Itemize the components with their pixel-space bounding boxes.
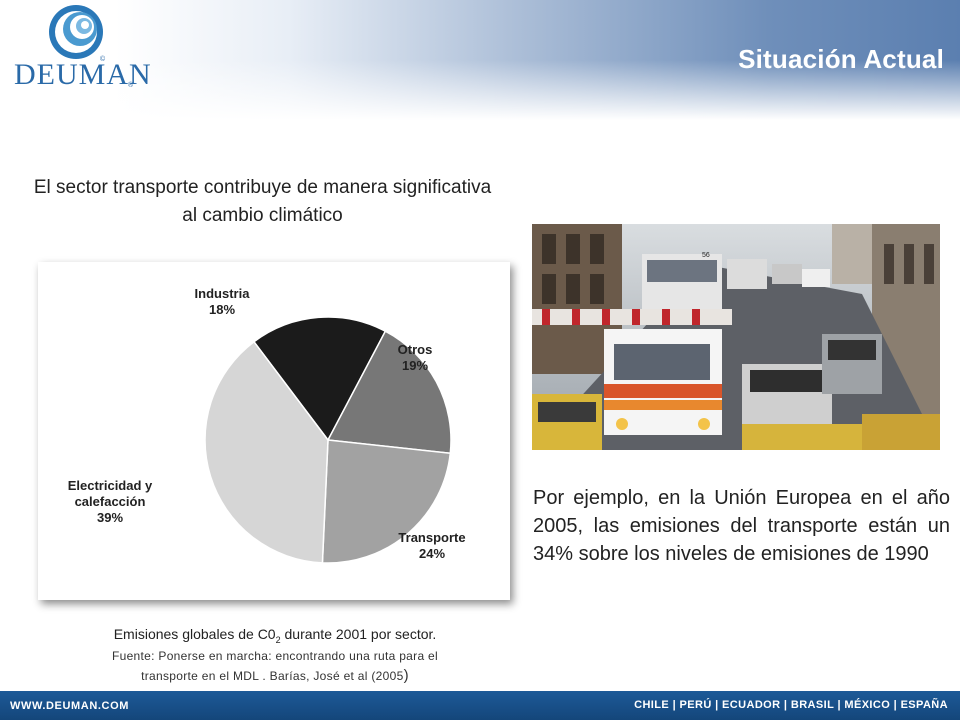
footer-bar: WWW.DEUMAN.COM CHILE | PERÚ | ECUADOR | …: [0, 691, 960, 720]
source-line-1: Fuente: Ponerse en marcha: encontrando u…: [111, 649, 439, 663]
deuman-logo: [10, 2, 150, 102]
chart-source: Fuente: Ponerse en marcha: encontrando u…: [40, 646, 510, 686]
footer-website-link[interactable]: WWW.DEUMAN.COM: [10, 700, 129, 712]
logo-swirl-icon: [49, 5, 103, 59]
source-closing-paren: ): [403, 667, 409, 684]
logo-wordmark: DEUMAN: [14, 58, 152, 91]
chart-subtitle: El sector transporte contribuye de maner…: [33, 177, 492, 226]
pie-value-electricidad: 39%: [97, 510, 123, 525]
pie-label-otros: Otros: [398, 342, 433, 357]
chart-caption: Emisiones globales de C02 durante 2001 p…: [40, 626, 510, 648]
logo-registered-mark: ®: [128, 82, 134, 89]
pie-slice-transporte: [321, 439, 452, 564]
caption-subscript: 2: [275, 634, 281, 645]
logo-copyright-mark: ©: [100, 56, 106, 63]
traffic-photo: 56: [532, 224, 940, 450]
pie-label-transporte: Transporte: [398, 530, 465, 545]
bus-number: 56: [702, 252, 710, 259]
pie-slice-industria: [252, 316, 387, 442]
traffic-jam-image: 56: [532, 224, 940, 450]
pie-slice-electricidad: [204, 340, 329, 564]
pie-label-electricidad: calefacción: [75, 494, 146, 509]
pie-label-electricidad: Electricidad y: [68, 478, 153, 493]
caption-text-end: durante 2001 por sector.: [280, 626, 437, 642]
pie-value-industria: 18%: [209, 302, 235, 317]
page-title: Situación Actual: [738, 44, 944, 74]
source-line-2-text: transporte en el MDL . Barías, José et a…: [141, 669, 404, 683]
pie-value-otros: 19%: [402, 358, 428, 373]
header-band: [0, 0, 960, 120]
pie-value-transporte: 24%: [419, 546, 445, 561]
pie-chart-panel: Industria 18% Otros 19% Transporte 24% Electri…: [38, 262, 510, 600]
body-paragraph: Por ejemplo, en la Unión Europea en el a…: [533, 487, 950, 565]
pie-slice-otros: [326, 330, 452, 455]
source-line-2: transporte en el MDL . Barías, José et a…: [40, 666, 510, 686]
footer-countries: CHILE | PERÚ | ECUADOR | BRASIL | MÉXICO…: [634, 699, 948, 711]
pie-label-industria: Industria: [195, 286, 251, 301]
caption-text-start: Emisiones globales de C0: [113, 626, 276, 642]
